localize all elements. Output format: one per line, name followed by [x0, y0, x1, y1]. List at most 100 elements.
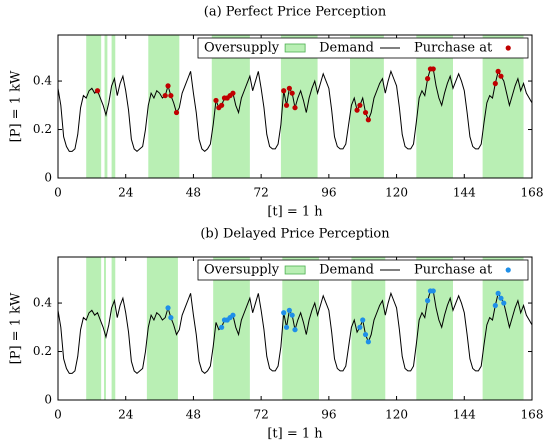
- plot-frame: [57, 256, 533, 401]
- purchase-point: [289, 312, 295, 318]
- oversupply-band: [416, 35, 453, 178]
- purchase-point: [292, 105, 298, 111]
- legend-swatch: [284, 265, 306, 275]
- purchase-point: [495, 68, 501, 74]
- purchase-point: [498, 73, 504, 79]
- purchase-point: [360, 317, 366, 323]
- x-tick-label: 96: [321, 408, 336, 422]
- purchase-point: [230, 312, 236, 318]
- oversupply-band: [104, 35, 108, 178]
- x-tick-label: 48: [186, 186, 201, 200]
- purchase-point: [165, 305, 171, 311]
- chart-title: (b) Delayed Price Perception: [200, 227, 390, 242]
- plot-frame: [57, 34, 533, 179]
- legend-box: [197, 37, 529, 59]
- purchase-point: [94, 88, 101, 94]
- legend-box: [197, 259, 529, 281]
- chart-panel: (b) Delayed Price Perception 0 24 48 72 96 120…: [9, 227, 544, 441]
- oversupply-band: [86, 257, 102, 400]
- purchase-point: [168, 314, 174, 321]
- y-tick-label: 0: [44, 393, 52, 407]
- purchase-point: [168, 92, 174, 99]
- y-tick-label: 0.4: [33, 296, 52, 310]
- purchase-point: [354, 107, 360, 113]
- purchase-point: [173, 109, 180, 116]
- x-tick-label: 72: [254, 408, 269, 422]
- purchase-point: [219, 324, 225, 330]
- chart-title: (a) Perfect Price Perception: [204, 5, 387, 20]
- x-axis-label: [t] = 1 h: [267, 205, 323, 220]
- legend-label: Purchase at: [414, 41, 493, 56]
- oversupply-band: [111, 257, 116, 400]
- y-tick-label: 0.2: [33, 344, 52, 358]
- purchase-point: [430, 288, 436, 294]
- oversupply-band: [416, 257, 453, 400]
- x-tick-label: 48: [186, 408, 201, 422]
- oversupply-band: [482, 257, 524, 400]
- purchase-point: [492, 80, 498, 87]
- x-tick-label: 0: [54, 408, 62, 422]
- y-tick-label: 0.4: [33, 74, 52, 88]
- purchase-point: [286, 85, 292, 91]
- purchase-point: [362, 331, 369, 338]
- x-tick-label: 24: [118, 408, 134, 422]
- oversupply-band: [351, 257, 386, 400]
- purchase-point: [362, 109, 369, 116]
- purchase-point: [492, 302, 498, 309]
- legend-label: Demand: [319, 41, 374, 56]
- y-tick-label: 0.2: [33, 122, 52, 136]
- x-tick-label: 72: [254, 186, 269, 200]
- purchase-point: [281, 310, 287, 316]
- oversupply-band: [213, 257, 250, 400]
- purchase-point: [283, 324, 290, 330]
- purchase-point: [165, 83, 171, 89]
- purchase-point: [357, 324, 363, 330]
- x-tick-label: 96: [321, 186, 336, 200]
- purchase-point: [498, 295, 504, 301]
- purchase-point: [292, 327, 298, 333]
- purchase-point: [289, 90, 295, 96]
- x-tick-label: 120: [385, 408, 408, 422]
- purchase-point: [365, 117, 371, 123]
- oversupply-band: [111, 35, 116, 178]
- purchase-point: [283, 102, 290, 108]
- y-tick-label: 0: [44, 171, 52, 185]
- purchase-point: [501, 300, 507, 306]
- legend-label: Oversupply: [204, 263, 280, 278]
- oversupply-band: [482, 35, 524, 178]
- legend-swatch: [505, 267, 511, 273]
- legend-label: Oversupply: [204, 41, 280, 56]
- x-tick-label: 144: [453, 408, 476, 422]
- purchase-point: [219, 102, 225, 108]
- purchase-point: [230, 90, 236, 96]
- purchase-point: [357, 102, 363, 108]
- oversupply-band: [146, 257, 178, 400]
- purchase-point: [430, 66, 436, 72]
- y-axis-label: [P] = 1 kW: [9, 70, 24, 142]
- legend-label: Demand: [319, 263, 374, 278]
- oversupply-band: [148, 35, 180, 178]
- purchase-point: [425, 298, 431, 304]
- x-axis-label: [t] = 1 h: [267, 427, 323, 441]
- purchase-point: [425, 76, 431, 82]
- x-tick-label: 120: [385, 186, 408, 200]
- purchase-point: [286, 307, 292, 313]
- purchase-point: [213, 97, 219, 104]
- purchase-point: [281, 88, 287, 94]
- x-tick-label: 168: [521, 408, 544, 422]
- chart-panel: (a) Perfect Price Perception 0 24 48 72 96 120…: [9, 5, 544, 220]
- oversupply-band: [86, 35, 102, 178]
- x-tick-label: 168: [521, 186, 544, 200]
- x-tick-label: 0: [54, 186, 62, 200]
- y-axis-label: [P] = 1 kW: [9, 292, 24, 364]
- purchase-point: [162, 92, 168, 99]
- oversupply-band: [350, 35, 384, 178]
- purchase-point: [495, 290, 501, 296]
- legend-label: Purchase at: [414, 263, 493, 278]
- x-tick-label: 144: [453, 186, 476, 200]
- legend-swatch: [284, 43, 306, 53]
- purchase-point: [365, 339, 371, 345]
- oversupply-band: [103, 257, 106, 400]
- legend-swatch: [505, 45, 511, 51]
